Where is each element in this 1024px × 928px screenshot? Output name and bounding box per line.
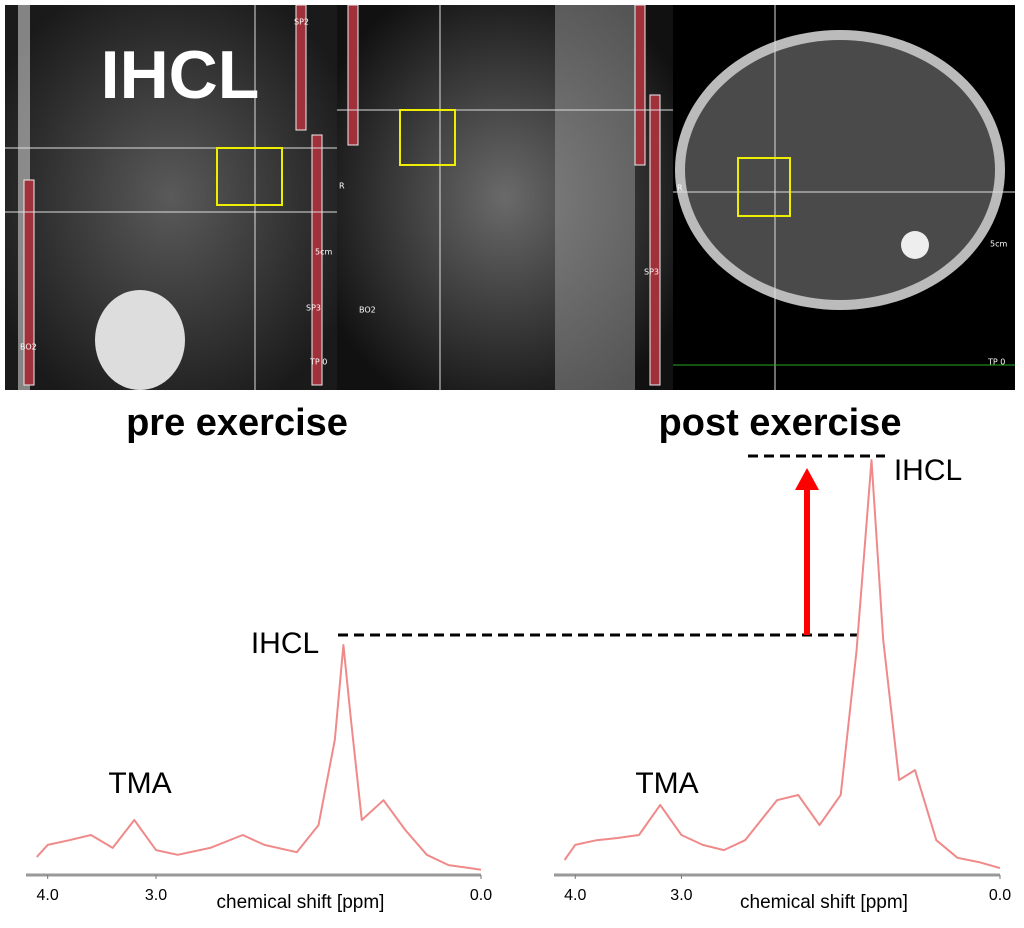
spectrum: [36, 644, 482, 871]
overlay-text: TP 0: [987, 358, 1005, 367]
chart-title: pre exercise: [126, 402, 348, 444]
overlay-text: TP 0: [309, 358, 327, 367]
voxel: [216, 147, 283, 206]
voxel: [737, 157, 791, 217]
sat-band: [649, 94, 661, 386]
sat-band: [347, 4, 359, 146]
x-tick-label: 0.0: [470, 887, 492, 904]
annotation-lines: [338, 454, 885, 637]
x-axis-label: chemical shift [ppm]: [740, 892, 908, 913]
x-tick-label: 0.0: [989, 887, 1011, 904]
x-tick-label: 4.0: [37, 887, 59, 904]
peak-label: IHCL: [251, 627, 319, 660]
overlay-text: 5cm: [990, 240, 1007, 249]
mri-label: IHCL: [101, 37, 260, 113]
overlay-text: R: [677, 184, 683, 193]
spine: [555, 5, 635, 390]
arrow-head: [795, 468, 819, 490]
peak-label: IHCL: [894, 454, 962, 487]
peak-label: TMA: [108, 767, 171, 800]
spectra: pre exercise 4.0 3.0 0.0 chemical shift [ppm…: [26, 402, 1011, 913]
sat-band: [23, 179, 35, 386]
overlay-text: SP2: [294, 18, 309, 27]
mri-images: IHCL SP2 SP3 BO2 SP3 BO2 R R 5cm 5cm TP …: [5, 4, 1015, 390]
vertebra: [901, 231, 929, 259]
sat-band: [634, 4, 646, 166]
spectrum: [563, 459, 1001, 870]
chart-title: post exercise: [659, 402, 902, 444]
peak-label: TMA: [635, 767, 698, 800]
overlay-text: SP3: [644, 268, 659, 277]
x-tick-label: 3.0: [670, 887, 692, 904]
abdomen: [685, 40, 995, 300]
overlay-text: SP3: [306, 304, 321, 313]
x-tick-label: 3.0: [145, 887, 167, 904]
overlay-text: BO2: [359, 306, 376, 315]
organ: [95, 290, 185, 390]
x-tick-label: 4.0: [564, 887, 586, 904]
overlay-text: BO2: [20, 343, 37, 352]
overlay-text: R: [339, 182, 345, 191]
sat-band: [295, 4, 307, 131]
voxel: [399, 109, 456, 166]
x-axis-label: chemical shift [ppm]: [217, 892, 385, 913]
sat-band: [311, 134, 323, 386]
overlay-text: 5cm: [315, 248, 332, 257]
